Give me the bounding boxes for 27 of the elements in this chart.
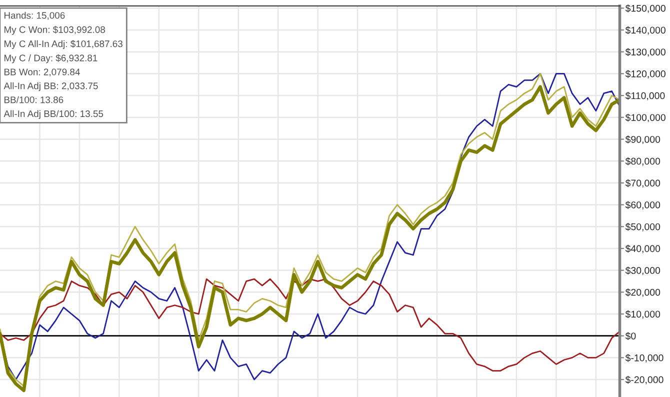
y-tick-label: $110,000 — [625, 92, 665, 100]
y-tick-label: $90,000 — [625, 136, 660, 144]
y-tick-label: $10,000 — [625, 310, 660, 319]
y-tick-label: $-20,000 — [625, 376, 664, 384]
y-tick-label: $30,000 — [625, 266, 660, 276]
annotation: Hands: 15,006 — [4, 12, 65, 20]
y-tick-label: $40,000 — [625, 244, 660, 254]
annotation: My C Won: $103,992.08 — [4, 26, 105, 35]
y-tick-label: $20,000 — [625, 288, 660, 297]
y-tick-label: $130,000 — [625, 48, 666, 57]
y-tick-label: $140,000 — [625, 26, 666, 35]
annotation: All-In Adj BB: 2,033.75 — [4, 82, 98, 92]
y-tick-label: $150,000 — [625, 4, 666, 13]
y-tick-label: $80,000 — [625, 157, 660, 166]
y-tick-label: $0 — [625, 332, 636, 340]
y-tick-label: $50,000 — [625, 222, 660, 232]
y-tick-label: $100,000 — [625, 114, 666, 122]
y-tick-label: $120,000 — [625, 70, 666, 78]
annotation: My C / Day: $6,932.81 — [4, 54, 98, 64]
annotation: My C All-In Adj: $101,687.63 — [4, 40, 122, 50]
annotation: BB Won: 2,079.84 — [4, 68, 80, 76]
annotation: All-In Adj BB/100: 13.55 — [4, 110, 104, 119]
annotation: BB/100: 13.86 — [4, 96, 64, 104]
y-tick-label: $60,000 — [625, 201, 660, 210]
line-series — [0, 278, 620, 372]
y-tick-label: $70,000 — [625, 179, 660, 188]
y-tick-label: $-10,000 — [625, 354, 664, 362]
